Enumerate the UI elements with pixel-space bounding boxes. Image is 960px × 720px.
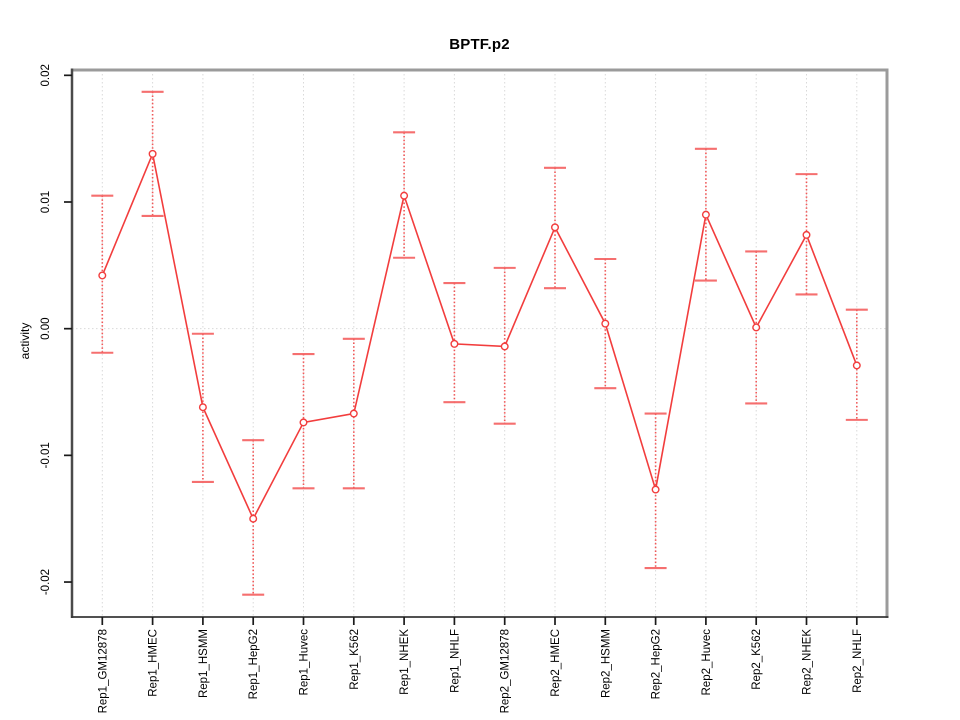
x-tick-label: Rep1_HepG2 [248, 629, 260, 699]
x-tick-label: Rep1_GM12878 [97, 629, 109, 713]
data-point-marker [601, 319, 610, 328]
series-line [101, 151, 858, 521]
y-tick-label: 0.01 [40, 191, 52, 213]
data-point-marker [249, 514, 258, 523]
y-axis-label: activity [18, 322, 32, 360]
x-tick-label: Rep2_Huvec [701, 629, 713, 696]
x-tick-label: Rep2_HepG2 [651, 629, 663, 699]
x-tick-label: Rep1_HMEC [148, 629, 160, 697]
data-point-marker [752, 323, 761, 332]
x-tick-label: Rep2_NHLF [852, 629, 864, 693]
data-point-marker [148, 149, 157, 158]
data-point-marker [299, 418, 308, 427]
x-tick-label: Rep1_HSMM [198, 629, 210, 698]
data-point-marker [198, 403, 207, 412]
x-tick-label: Rep1_NHLF [449, 629, 461, 693]
data-point-marker [349, 409, 358, 418]
x-tick-label: Rep2_HMEC [550, 629, 562, 697]
x-tick-label: Rep1_Huvec [299, 629, 311, 696]
data-point-marker [802, 230, 811, 239]
data-point-marker [500, 342, 509, 351]
y-tick-label: 0.00 [40, 317, 52, 339]
chart-title: BPTF.p2 [449, 36, 510, 53]
data-point-marker [400, 191, 409, 200]
y-tick-label: -0.01 [40, 442, 52, 468]
data-point-marker [701, 210, 710, 219]
x-tick-label: Rep2_NHEK [802, 629, 814, 695]
data-point-marker [450, 339, 459, 348]
x-tick-label: Rep2_GM12878 [500, 629, 512, 713]
data-point-marker [651, 485, 660, 494]
data-point-marker [852, 361, 861, 370]
y-tick-label: 0.02 [40, 64, 52, 86]
x-tick-label: Rep2_K562 [751, 629, 763, 690]
data-point-marker [98, 271, 107, 280]
x-tick-label: Rep1_K562 [349, 629, 361, 690]
x-tick-label: Rep2_HSMM [600, 629, 612, 698]
y-tick-label: -0.02 [40, 569, 52, 595]
data-point-marker [551, 223, 560, 232]
x-tick-label: Rep1_NHEK [399, 629, 411, 695]
